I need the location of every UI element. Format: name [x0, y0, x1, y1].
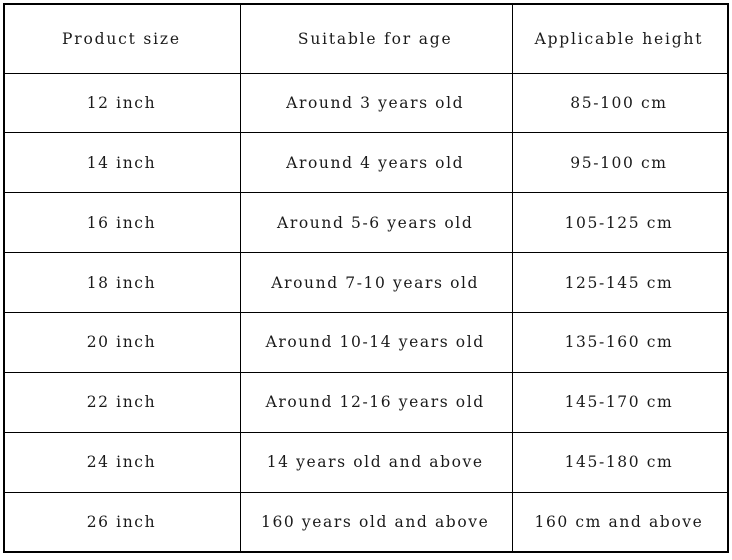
cell-product-size-value: 12 inch — [86, 94, 157, 113]
cell-applicable-height: 160 cm and above — [511, 491, 729, 553]
column-header-suitable-for-age-label: Suitable for age — [297, 29, 453, 48]
product-size-table: Product size Suitable for age Applicable… — [3, 3, 729, 553]
cell-applicable-height-value: 145-170 cm — [564, 393, 674, 412]
cell-product-size: 14 inch — [3, 132, 241, 194]
cell-applicable-height-value: 105-125 cm — [564, 213, 674, 232]
cell-product-size: 24 inch — [3, 431, 241, 493]
cell-suitable-for-age-value: Around 4 years old — [286, 153, 465, 172]
table-row: 26 inch 160 years old and above 160 cm a… — [3, 491, 729, 553]
cell-suitable-for-age-value: 14 years old and above — [266, 453, 484, 472]
cell-product-size-value: 24 inch — [86, 453, 157, 472]
cell-suitable-for-age: Around 4 years old — [239, 132, 513, 194]
cell-suitable-for-age-value: Around 5-6 years old — [277, 213, 474, 232]
column-header-applicable-height-label: Applicable height — [534, 29, 704, 48]
cell-product-size: 26 inch — [3, 491, 241, 553]
cell-suitable-for-age-value: 160 years old and above — [260, 512, 490, 531]
cell-suitable-for-age-value: Around 10-14 years old — [265, 333, 485, 352]
cell-applicable-height-value: 145-180 cm — [564, 453, 674, 472]
table-row: 20 inch Around 10-14 years old 135-160 c… — [3, 312, 729, 373]
column-header-applicable-height: Applicable height — [511, 3, 729, 74]
table-row: 14 inch Around 4 years old 95-100 cm — [3, 132, 729, 194]
cell-applicable-height-value: 85-100 cm — [570, 94, 668, 113]
cell-product-size: 12 inch — [3, 72, 241, 134]
table-row: 12 inch Around 3 years old 85-100 cm — [3, 72, 729, 134]
cell-product-size-value: 18 inch — [86, 273, 157, 292]
column-header-product-size: Product size — [3, 3, 241, 74]
cell-applicable-height-value: 160 cm and above — [534, 512, 704, 531]
cell-applicable-height: 145-170 cm — [511, 371, 729, 433]
cell-applicable-height: 135-160 cm — [511, 312, 729, 373]
cell-applicable-height-value: 125-145 cm — [564, 273, 674, 292]
cell-product-size: 20 inch — [3, 312, 241, 373]
cell-applicable-height: 125-145 cm — [511, 252, 729, 314]
size-table-body: Product size Suitable for age Applicable… — [3, 3, 729, 553]
cell-product-size-value: 26 inch — [86, 512, 157, 531]
table-row: 16 inch Around 5-6 years old 105-125 cm — [3, 192, 729, 254]
cell-suitable-for-age-value: Around 7-10 years old — [271, 273, 480, 292]
cell-product-size: 16 inch — [3, 192, 241, 254]
table-header-row: Product size Suitable for age Applicable… — [3, 3, 729, 74]
column-header-suitable-for-age: Suitable for age — [239, 3, 513, 74]
cell-applicable-height: 105-125 cm — [511, 192, 729, 254]
cell-suitable-for-age: Around 3 years old — [239, 72, 513, 134]
cell-product-size-value: 20 inch — [86, 333, 157, 352]
cell-applicable-height: 145-180 cm — [511, 431, 729, 493]
cell-suitable-for-age-value: Around 12-16 years old — [265, 393, 485, 412]
size-chart-container: Product size Suitable for age Applicable… — [3, 3, 729, 553]
cell-suitable-for-age-value: Around 3 years old — [286, 94, 465, 113]
cell-applicable-height-value: 95-100 cm — [570, 153, 668, 172]
cell-applicable-height-value: 135-160 cm — [564, 333, 674, 352]
cell-applicable-height: 95-100 cm — [511, 132, 729, 194]
cell-applicable-height: 85-100 cm — [511, 72, 729, 134]
cell-product-size: 18 inch — [3, 252, 241, 314]
cell-suitable-for-age: Around 5-6 years old — [239, 192, 513, 254]
cell-suitable-for-age: Around 10-14 years old — [239, 312, 513, 373]
table-row: 22 inch Around 12-16 years old 145-170 c… — [3, 371, 729, 433]
cell-product-size-value: 22 inch — [86, 393, 157, 412]
cell-suitable-for-age: Around 7-10 years old — [239, 252, 513, 314]
column-header-product-size-label: Product size — [62, 29, 181, 48]
cell-suitable-for-age: Around 12-16 years old — [239, 371, 513, 433]
cell-suitable-for-age: 160 years old and above — [239, 491, 513, 553]
cell-suitable-for-age: 14 years old and above — [239, 431, 513, 493]
table-row: 18 inch Around 7-10 years old 125-145 cm — [3, 252, 729, 314]
cell-product-size-value: 14 inch — [86, 153, 157, 172]
cell-product-size-value: 16 inch — [86, 213, 157, 232]
table-row: 24 inch 14 years old and above 145-180 c… — [3, 431, 729, 493]
cell-product-size: 22 inch — [3, 371, 241, 433]
